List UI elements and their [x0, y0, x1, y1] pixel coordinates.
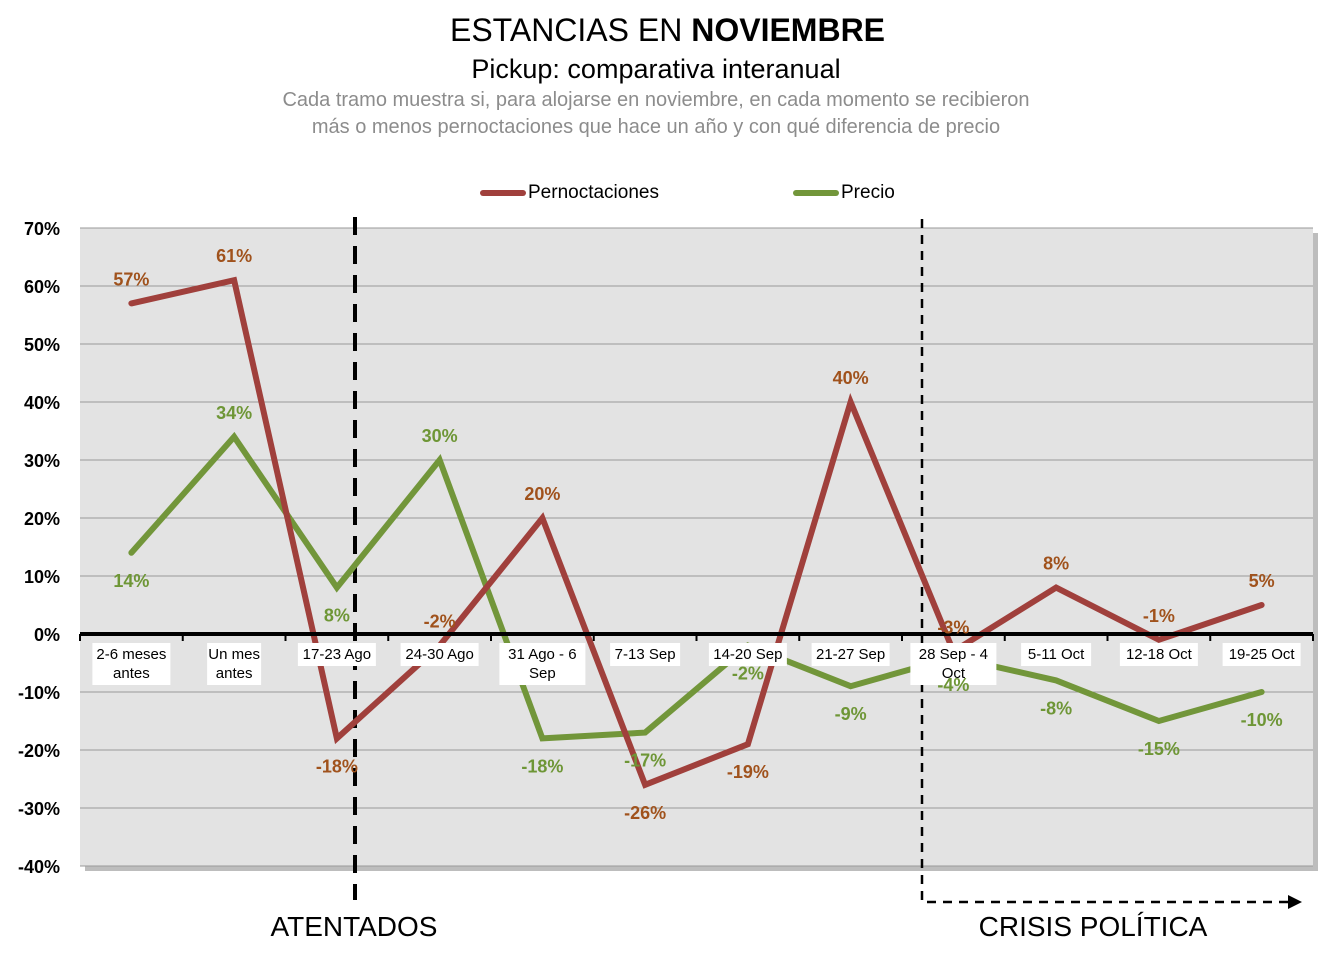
- data-label-pernoctaciones: -1%: [1143, 606, 1175, 626]
- data-label-precio: -9%: [835, 704, 867, 724]
- legend-swatch-pernoctaciones: [480, 190, 526, 196]
- category-label: 28 Sep - 4 Oct: [919, 646, 988, 682]
- data-label-precio: -10%: [1241, 710, 1283, 730]
- category-label-box: [400, 643, 479, 666]
- category-label: 12-18 Oct: [1126, 646, 1193, 663]
- y-tick-label: -20%: [18, 741, 60, 761]
- crisis-politica-marker: [920, 219, 1288, 904]
- category-label-box: [207, 643, 262, 685]
- category-label: 2-6 meses antes: [96, 646, 166, 682]
- data-label-pernoctaciones: -26%: [624, 803, 666, 823]
- category-label-box: [610, 643, 681, 666]
- category-label: 31 Ago - 6 Sep: [508, 646, 576, 682]
- y-tick-label: 60%: [24, 277, 60, 297]
- data-label-pernoctaciones: 40%: [833, 368, 869, 388]
- chart-description-line1: Cada tramo muestra si, para alojarse en …: [282, 89, 1030, 111]
- crisis-arrow-head: [1288, 895, 1302, 909]
- data-label-precio: 34%: [216, 403, 252, 423]
- category-label: 5-11 Oct: [1028, 646, 1085, 663]
- category-label-box: [708, 643, 787, 666]
- plot-area: [80, 228, 1313, 866]
- data-label-pernoctaciones: 61%: [216, 246, 252, 266]
- data-label-pernoctaciones: 57%: [113, 269, 149, 289]
- data-label-pernoctaciones: 20%: [524, 484, 560, 504]
- data-label-pernoctaciones: -2%: [424, 612, 456, 632]
- category-label-box: [910, 643, 997, 685]
- y-tick-label: 50%: [24, 335, 60, 355]
- chart-description-line2: más o menos pernoctaciones que hace un a…: [311, 116, 1001, 138]
- category-label-box: [1119, 643, 1198, 666]
- data-label-pernoctaciones: -18%: [316, 756, 358, 776]
- category-label: 14-20 Sep: [713, 646, 782, 663]
- y-tick-label: 20%: [24, 509, 60, 529]
- category-label-box: [811, 643, 890, 666]
- category-label: Un mes antes: [208, 646, 260, 682]
- legend-item-pernoctaciones: Pernoctaciones: [480, 182, 659, 204]
- chart-subtitle: Pickup: comparativa interanual: [471, 54, 841, 84]
- annotation-atentados: ATENTADOS: [271, 911, 438, 942]
- y-tick-label: -30%: [18, 799, 60, 819]
- category-label: 24-30 Ago: [405, 646, 473, 663]
- data-label-precio: -17%: [624, 751, 666, 771]
- annotation-crisis-politica: CRISIS POLÍTICA: [979, 911, 1208, 942]
- data-label-pernoctaciones: 8%: [1043, 554, 1069, 574]
- data-label-pernoctaciones: -19%: [727, 762, 769, 782]
- series-line-precio: [128, 431, 1265, 742]
- y-tick-label: -10%: [18, 683, 60, 703]
- title-regular: ESTANCIAS EN: [449, 12, 692, 48]
- category-label: 21-27 Sep: [816, 646, 885, 663]
- data-label-pernoctaciones: 5%: [1249, 571, 1275, 591]
- y-tick-label: 30%: [24, 451, 60, 471]
- data-label-precio: 8%: [324, 606, 350, 626]
- data-label-precio: -2%: [732, 664, 764, 684]
- category-label-box: [499, 643, 586, 685]
- category-label: 17-23 Ago: [303, 646, 371, 663]
- category-label-box: [92, 643, 171, 685]
- category-label: 7-13 Sep: [615, 646, 676, 663]
- data-label-precio: -18%: [521, 756, 563, 776]
- data-label-pernoctaciones: -3%: [937, 617, 969, 637]
- data-label-precio: 30%: [422, 426, 458, 446]
- data-label-precio: -4%: [937, 675, 969, 695]
- data-label-precio: 14%: [113, 571, 149, 591]
- chart-title: ESTANCIAS EN NOVIEMBRE: [0, 12, 1335, 49]
- category-label-box: [1021, 643, 1092, 666]
- y-tick-label: -40%: [18, 857, 60, 877]
- data-label-precio: -15%: [1138, 739, 1180, 759]
- category-label-box: [1222, 643, 1301, 666]
- category-label: 19-25 Oct: [1229, 646, 1296, 663]
- y-tick-label: 0%: [34, 625, 60, 645]
- y-tick-label: 70%: [24, 219, 60, 239]
- legend-item-precio: Precio: [793, 182, 895, 204]
- y-tick-label: 10%: [24, 567, 60, 587]
- category-label-box: [297, 643, 376, 666]
- legend-swatch-precio: [793, 190, 839, 196]
- y-tick-label: 40%: [24, 393, 60, 413]
- legend-label-pernoctaciones: Pernoctaciones: [528, 182, 659, 203]
- data-label-precio: -8%: [1040, 698, 1072, 718]
- title-bold: NOVIEMBRE: [691, 12, 886, 48]
- legend-label-precio: Precio: [841, 182, 895, 203]
